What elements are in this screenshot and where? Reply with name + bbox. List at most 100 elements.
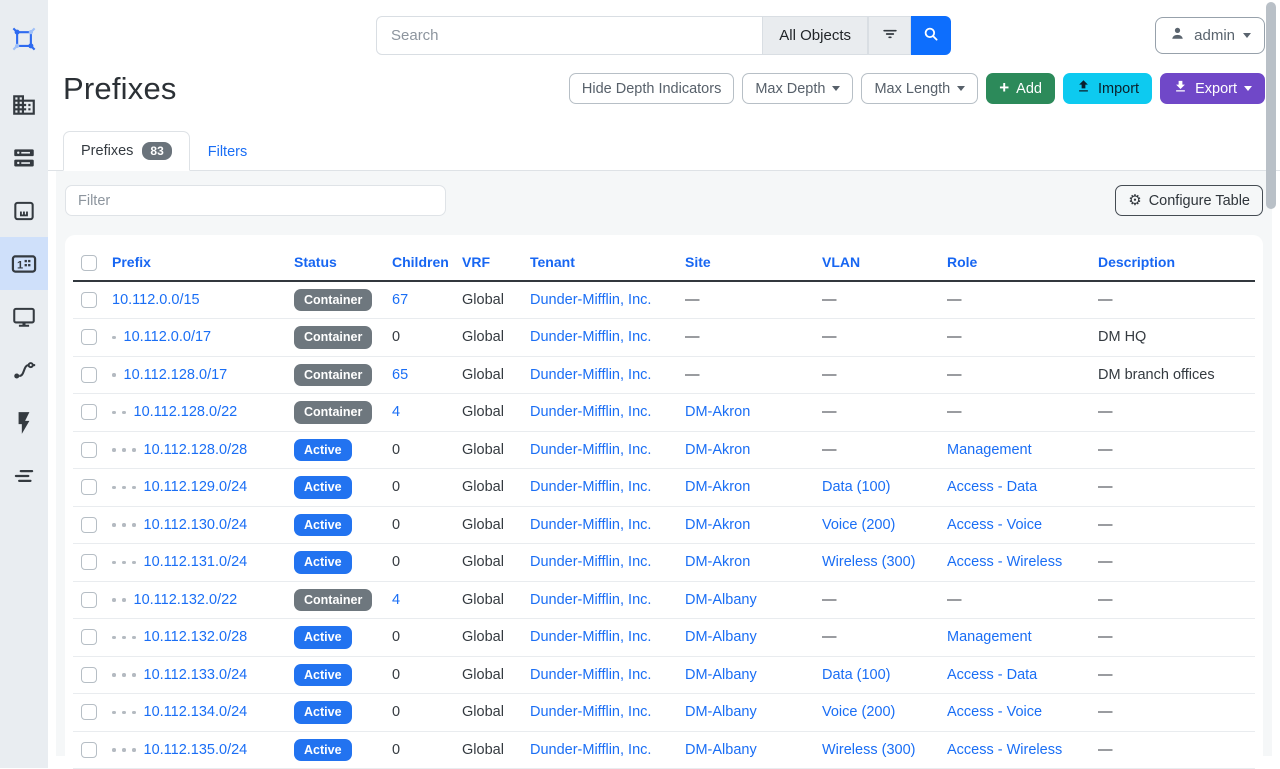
vlan-link[interactable]: Data (100) xyxy=(822,666,891,683)
prefix-link[interactable]: 10.112.0.0/17 xyxy=(123,329,212,346)
row-checkbox[interactable] xyxy=(81,366,97,383)
add-button[interactable]: + Add xyxy=(986,73,1055,104)
sidebar-item-ipam[interactable]: 1 xyxy=(0,237,48,290)
prefix-link[interactable]: 10.112.129.0/24 xyxy=(143,479,248,496)
role-link[interactable]: Access - Data xyxy=(947,479,1038,496)
configure-table-button[interactable]: ⚙ Configure Table xyxy=(1115,185,1263,216)
prefix-link[interactable]: 10.112.132.0/28 xyxy=(143,629,248,646)
sidebar-item-virtualization[interactable] xyxy=(0,290,48,343)
netbox-logo[interactable] xyxy=(0,0,48,78)
children-count-link[interactable]: 67 xyxy=(392,292,409,308)
column-sort-link[interactable]: Tenant xyxy=(530,254,575,270)
column-sort-link[interactable]: Site xyxy=(685,254,711,270)
role-link[interactable]: Access - Wireless xyxy=(947,554,1063,571)
column-sort-link[interactable]: VLAN xyxy=(822,254,861,270)
import-button[interactable]: Import xyxy=(1062,73,1153,104)
tenant-link[interactable]: Dunder-Mifflin, Inc. xyxy=(530,292,652,308)
hide-depth-indicators-button[interactable]: Hide Depth Indicators xyxy=(568,73,735,104)
column-sort-link[interactable]: Role xyxy=(947,254,978,270)
column-sort-link[interactable]: Description xyxy=(1098,254,1176,270)
site-link[interactable]: DM-Albany xyxy=(685,591,757,608)
column-sort-link[interactable]: Children xyxy=(392,254,449,270)
children-count-link[interactable]: 65 xyxy=(392,366,409,383)
vlan-link[interactable]: Data (100) xyxy=(822,479,891,496)
role-link[interactable]: Access - Voice xyxy=(947,704,1043,721)
site-link[interactable]: DM-Albany xyxy=(685,629,757,646)
sidebar-item-circuits[interactable] xyxy=(0,343,48,396)
column-sort-link[interactable]: Status xyxy=(294,254,337,270)
search-filter-button[interactable] xyxy=(868,16,911,55)
site-link[interactable]: DM-Akron xyxy=(685,479,751,496)
role-link[interactable]: Management xyxy=(947,441,1032,458)
tenant-link[interactable]: Dunder-Mifflin, Inc. xyxy=(530,441,652,458)
children-count-link[interactable]: 4 xyxy=(392,591,401,608)
prefix-link[interactable]: 10.112.132.0/22 xyxy=(133,591,238,608)
prefix-link[interactable]: 10.112.128.0/28 xyxy=(143,441,248,458)
row-checkbox[interactable] xyxy=(81,479,97,496)
page-scrollbar[interactable] xyxy=(1266,2,1276,209)
prefix-link[interactable]: 10.112.130.0/24 xyxy=(143,516,248,533)
user-menu-button[interactable]: admin xyxy=(1155,17,1265,54)
export-dropdown[interactable]: Export xyxy=(1160,73,1265,104)
site-link[interactable]: DM-Akron xyxy=(685,441,751,458)
row-checkbox[interactable] xyxy=(81,554,97,571)
sidebar-item-other[interactable] xyxy=(0,449,48,502)
site-link[interactable]: DM-Akron xyxy=(685,554,751,571)
role-link[interactable]: Management xyxy=(947,629,1032,646)
prefix-link[interactable]: 10.112.0.0/15 xyxy=(112,292,200,308)
site-link[interactable]: DM-Albany xyxy=(685,666,757,683)
tenant-link[interactable]: Dunder-Mifflin, Inc. xyxy=(530,666,652,683)
tenant-link[interactable]: Dunder-Mifflin, Inc. xyxy=(530,329,652,346)
row-checkbox[interactable] xyxy=(81,666,97,683)
column-sort-link[interactable]: VRF xyxy=(462,254,490,270)
prefix-link[interactable]: 10.112.131.0/24 xyxy=(143,554,248,571)
tenant-link[interactable]: Dunder-Mifflin, Inc. xyxy=(530,741,652,758)
row-checkbox[interactable] xyxy=(81,441,97,458)
column-sort-link[interactable]: Prefix xyxy=(112,254,151,270)
prefix-link[interactable]: 10.112.135.0/24 xyxy=(143,741,248,758)
row-checkbox[interactable] xyxy=(81,629,97,646)
tenant-link[interactable]: Dunder-Mifflin, Inc. xyxy=(530,591,652,608)
tenant-link[interactable]: Dunder-Mifflin, Inc. xyxy=(530,404,652,421)
row-checkbox[interactable] xyxy=(81,591,97,608)
tenant-link[interactable]: Dunder-Mifflin, Inc. xyxy=(530,704,652,721)
role-link[interactable]: Access - Wireless xyxy=(947,741,1063,758)
prefix-link[interactable]: 10.112.134.0/24 xyxy=(143,704,248,721)
vlan-link[interactable]: Voice (200) xyxy=(822,704,896,721)
sidebar-item-devices[interactable] xyxy=(0,131,48,184)
sidebar-item-power[interactable] xyxy=(0,396,48,449)
site-link[interactable]: DM-Albany xyxy=(685,704,757,721)
role-link[interactable]: Access - Data xyxy=(947,666,1038,683)
children-count-link[interactable]: 4 xyxy=(392,404,401,421)
site-link[interactable]: DM-Albany xyxy=(685,741,757,758)
tenant-link[interactable]: Dunder-Mifflin, Inc. xyxy=(530,629,652,646)
site-link[interactable]: DM-Akron xyxy=(685,516,751,533)
tenant-link[interactable]: Dunder-Mifflin, Inc. xyxy=(530,516,652,533)
sidebar-item-connections[interactable] xyxy=(0,184,48,237)
quick-filter-input[interactable] xyxy=(65,185,446,216)
search-scope-dropdown[interactable]: All Objects xyxy=(763,16,868,55)
row-checkbox[interactable] xyxy=(81,329,97,346)
vlan-link[interactable]: Voice (200) xyxy=(822,516,896,533)
row-checkbox[interactable] xyxy=(81,704,97,721)
prefix-link[interactable]: 10.112.128.0/22 xyxy=(133,404,238,421)
search-input[interactable] xyxy=(376,16,764,55)
row-checkbox[interactable] xyxy=(81,741,97,758)
vlan-link[interactable]: Wireless (300) xyxy=(822,554,916,571)
prefix-link[interactable]: 10.112.133.0/24 xyxy=(143,666,248,683)
role-link[interactable]: Access - Voice xyxy=(947,516,1043,533)
row-checkbox[interactable] xyxy=(81,404,97,421)
select-all-checkbox[interactable] xyxy=(81,254,97,271)
max-depth-dropdown[interactable]: Max Depth xyxy=(742,73,854,104)
tenant-link[interactable]: Dunder-Mifflin, Inc. xyxy=(530,479,652,496)
max-length-dropdown[interactable]: Max Length xyxy=(861,73,979,104)
tenant-link[interactable]: Dunder-Mifflin, Inc. xyxy=(530,554,652,571)
prefix-link[interactable]: 10.112.128.0/17 xyxy=(123,366,228,383)
vlan-link[interactable]: Wireless (300) xyxy=(822,741,916,758)
sidebar-item-organization[interactable] xyxy=(0,78,48,131)
row-checkbox[interactable] xyxy=(81,292,97,309)
search-submit-button[interactable] xyxy=(911,16,951,55)
row-checkbox[interactable] xyxy=(81,516,97,533)
site-link[interactable]: DM-Akron xyxy=(685,404,751,421)
tab-filters[interactable]: Filters xyxy=(190,133,265,171)
